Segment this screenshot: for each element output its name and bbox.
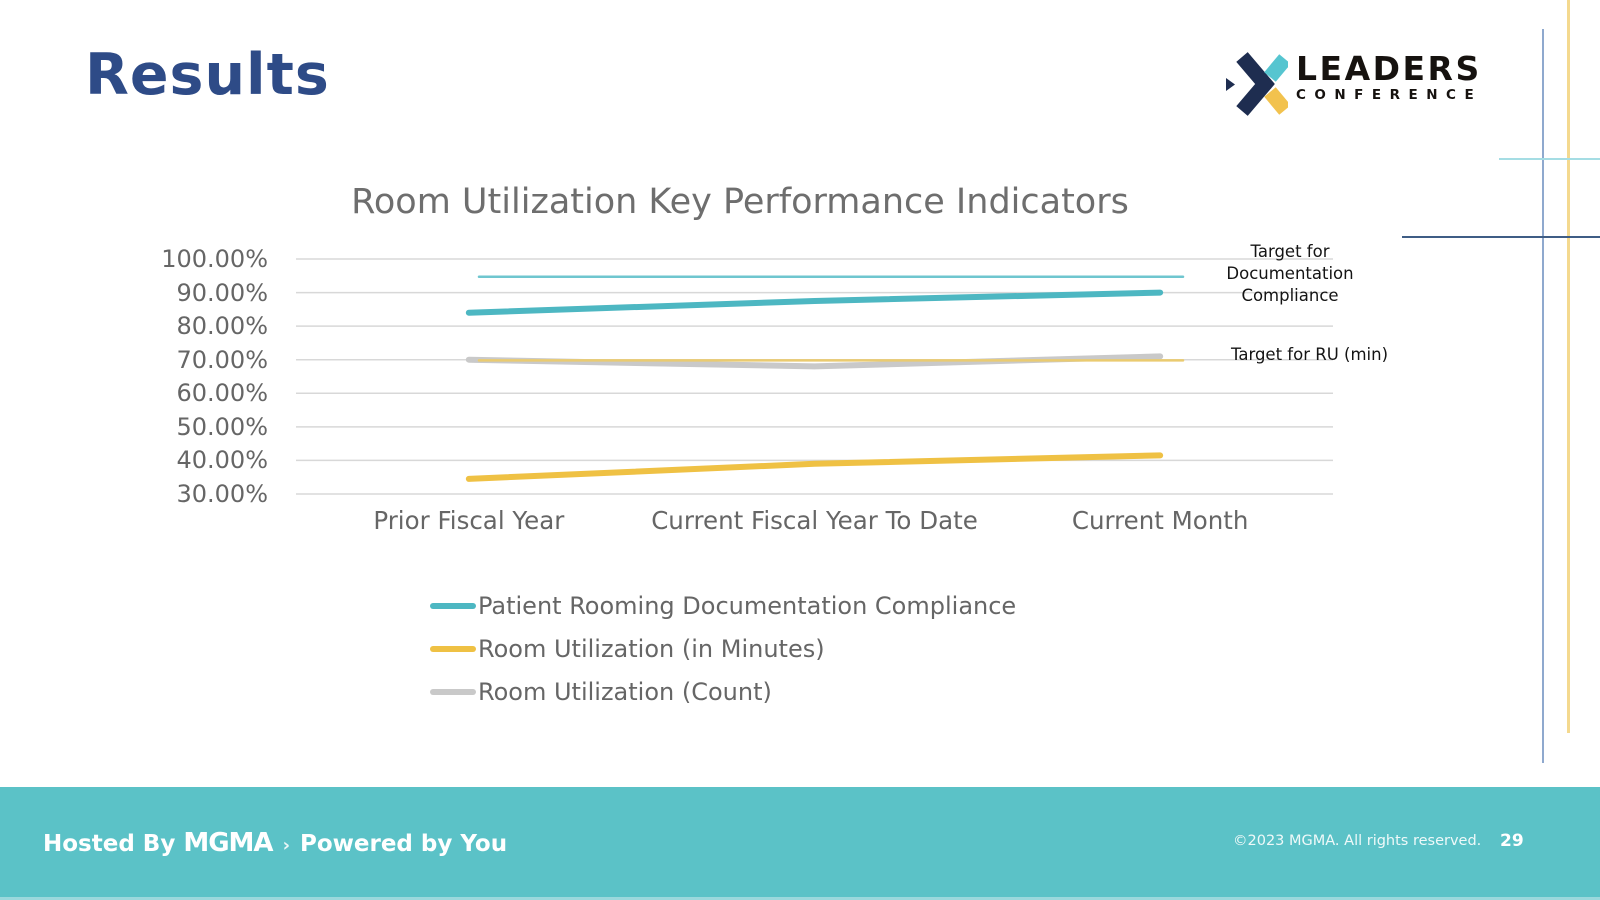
- footer-hosted-by: Hosted By MGMA › Powered by You: [43, 828, 507, 858]
- footer-powered-by: Powered by You: [299, 831, 508, 857]
- footer-bar: Hosted By MGMA › Powered by You ©2023 MG…: [0, 787, 1600, 900]
- decorative-horizontal-teal-line: [1499, 158, 1600, 160]
- series-line-room-utilization-in-minutes: [465, 452, 1164, 482]
- legend-swatch-icon: [430, 645, 476, 652]
- y-tick-label: 90.00%: [176, 278, 268, 307]
- decorative-horizontal-navy-line: [1402, 236, 1600, 238]
- arrow-separator-icon: ›: [282, 835, 290, 856]
- annotation-target-ru-min: Target for RU (min): [1231, 345, 1388, 364]
- logo-conference-text: CONFERENCE: [1296, 87, 1483, 103]
- page-title: Results: [85, 42, 330, 108]
- decorative-vertical-blue-line: [1542, 29, 1544, 763]
- footer-hosted-prefix: Hosted By: [43, 831, 176, 857]
- y-tick-label: 60.00%: [176, 379, 268, 408]
- copyright-text: ©2023 MGMA. All rights reserved.: [1233, 833, 1482, 849]
- legend-label: Room Utilization (in Minutes): [478, 634, 825, 663]
- annotation-target-documentation-compliance: Target for Documentation Compliance: [1226, 242, 1354, 305]
- y-tick-label: 100.00%: [161, 245, 268, 273]
- y-tick-label: 50.00%: [176, 412, 268, 441]
- leaders-conference-logo: LEADERS CONFERENCE: [1226, 52, 1482, 116]
- x-axis-label-current-fiscal-year-to-date: Current Fiscal Year To Date: [651, 506, 978, 535]
- logo-wordmark: LEADERS CONFERENCE: [1296, 52, 1482, 103]
- x-axis-label-current-month: Current Month: [1071, 506, 1249, 535]
- logo-x-icon: [1226, 52, 1288, 116]
- page-number: 29: [1500, 831, 1524, 851]
- legend-swatch-icon: [430, 688, 476, 695]
- chart-legend: Patient Rooming Documentation Compliance…: [430, 584, 1016, 713]
- y-tick-label: 80.00%: [176, 312, 268, 341]
- x-axis-label-prior-fiscal-year: Prior Fiscal Year: [373, 506, 565, 535]
- logo-leaders-text: LEADERS: [1296, 49, 1482, 88]
- y-tick-label: 70.00%: [176, 345, 268, 374]
- legend-item-patient-rooming-documentation-compliance: Patient Rooming Documentation Compliance: [430, 584, 1016, 627]
- y-tick-label: 30.00%: [176, 480, 268, 508]
- legend-swatch-icon: [430, 602, 476, 609]
- legend-label: Patient Rooming Documentation Compliance: [478, 591, 1017, 620]
- legend-label: Room Utilization (Count): [478, 677, 772, 706]
- chart-plot-area: [296, 258, 1333, 495]
- mgma-logo-text: MGMA: [183, 828, 273, 858]
- footer-bottom-strip: [0, 897, 1600, 900]
- legend-item-room-utilization-in-minutes: Room Utilization (in Minutes): [430, 627, 1016, 670]
- series-line-patient-rooming-documentation-compliance: [465, 289, 1164, 316]
- chart-title: Room Utilization Key Performance Indicat…: [351, 182, 1129, 222]
- decorative-vertical-gold-line: [1567, 0, 1570, 733]
- y-tick-label: 40.00%: [176, 446, 268, 475]
- legend-item-room-utilization-count: Room Utilization (Count): [430, 670, 1016, 713]
